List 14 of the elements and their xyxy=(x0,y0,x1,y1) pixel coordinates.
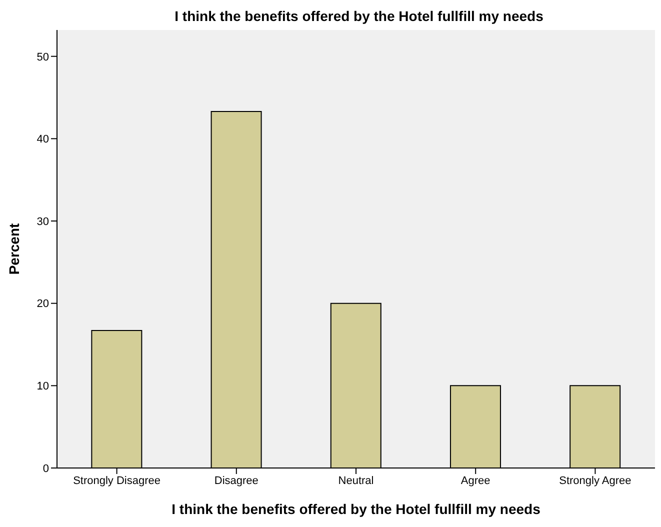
x-tick-label: Disagree xyxy=(214,474,258,487)
x-tick-label: Strongly Disagree xyxy=(73,474,161,487)
y-tick-label: 50 xyxy=(36,51,49,64)
y-tick-label: 30 xyxy=(36,216,49,228)
x-tick-label: Neutral xyxy=(338,474,374,487)
y-tick-label: 10 xyxy=(36,380,49,393)
chart-title: I think the benefits offered by the Hotel fullfill my needs xyxy=(174,8,544,24)
y-tick-label: 40 xyxy=(36,134,49,146)
y-tick-label: 20 xyxy=(36,298,49,310)
y-axis-title: Percent xyxy=(6,222,22,275)
x-tick-label: Agree xyxy=(460,474,490,487)
x-axis-title: I think the benefits offered by the Hotel fullfill my needs xyxy=(172,501,541,517)
y-tick-label: 0 xyxy=(42,462,49,475)
x-tick-label: Strongly Agree xyxy=(559,474,632,487)
